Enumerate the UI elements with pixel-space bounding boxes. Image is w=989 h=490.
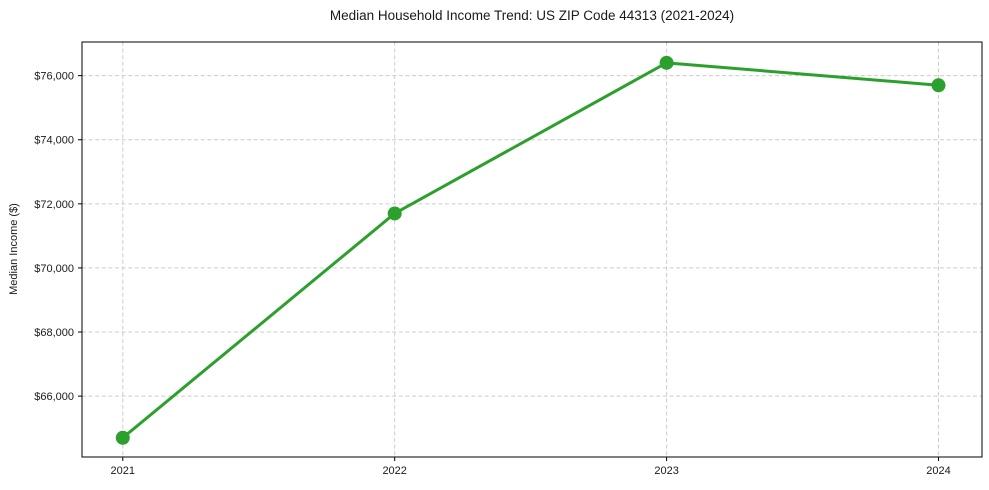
data-point-2024 xyxy=(931,78,946,93)
data-point-2022 xyxy=(387,206,402,221)
y-tick-label: $68,000 xyxy=(34,327,74,339)
plot-border xyxy=(81,41,983,458)
y-tick-label: $72,000 xyxy=(34,199,74,211)
y-tick-label: $66,000 xyxy=(34,391,74,403)
y-tick-label: $76,000 xyxy=(34,71,74,83)
data-point-2023 xyxy=(659,55,674,70)
x-tick-label: 2024 xyxy=(926,465,950,477)
x-tick-label: 2023 xyxy=(654,465,678,477)
x-tick-label: 2021 xyxy=(111,465,135,477)
y-tick-label: $74,000 xyxy=(34,135,74,147)
y-tick-label: $70,000 xyxy=(34,263,74,275)
data-point-2021 xyxy=(115,430,130,445)
x-tick-label: 2022 xyxy=(382,465,406,477)
trend-line xyxy=(121,61,940,440)
chart-title: Median Household Income Trend: US ZIP Co… xyxy=(329,8,735,23)
